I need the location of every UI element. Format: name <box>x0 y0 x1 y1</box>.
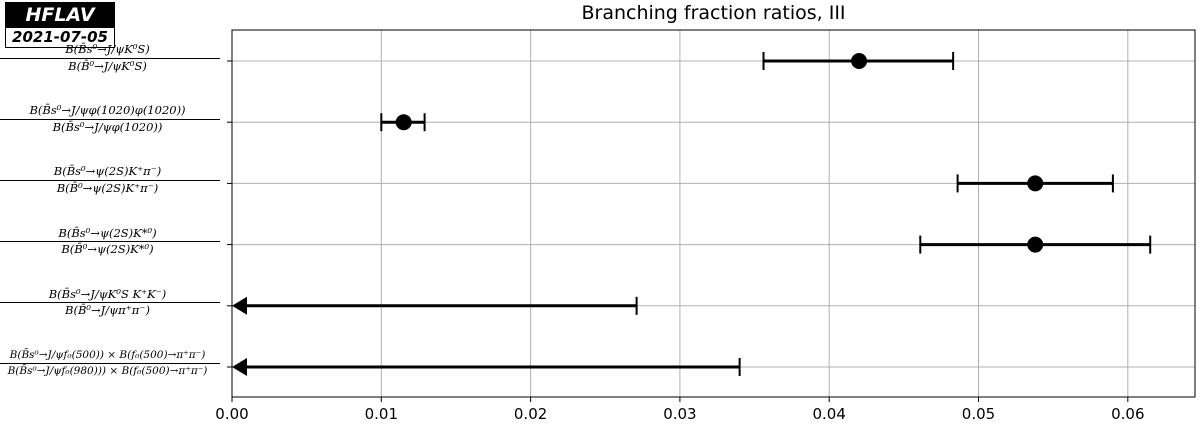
x-tick-label: 0.05 <box>962 405 995 423</box>
badge-name: HFLAV <box>5 2 115 28</box>
y-label-numerator: B(B̄s⁰→ψ(2S)K⁺π⁻) <box>53 164 162 179</box>
upper-limit-arrow <box>232 358 247 376</box>
y-tick-label: B(B̄s⁰→J/ψK⁰S K⁺K⁻) B(B̄⁰→J/ψπ⁺π⁻) <box>0 286 220 317</box>
x-tick-label: 0.01 <box>365 405 398 423</box>
y-label-denominator: B(B̄⁰→J/ψK⁰S) <box>0 57 220 73</box>
y-tick-label: B(B̄s⁰→J/ψf₀(500)) × B(f₀(500)→π⁺π⁻) B(B̄… <box>0 350 220 376</box>
data-point <box>1027 175 1044 192</box>
y-label-denominator: B(B̄⁰→ψ(2S)K*⁰) <box>0 241 220 256</box>
x-tick-label: 0.04 <box>813 405 846 423</box>
x-tick-label: 0.03 <box>663 405 696 423</box>
y-tick-label: B(B̄s⁰→ψ(2S)K*⁰) B(B̄⁰→ψ(2S)K*⁰) <box>0 225 220 256</box>
y-label-denominator: B(B̄⁰→J/ψπ⁺π⁻) <box>0 302 220 317</box>
y-label-denominator: B(B̄s⁰→J/ψφ(1020)) <box>0 118 220 134</box>
y-tick-label: B(B̄s⁰→J/ψφ(1020)φ(1020)) B(B̄s⁰→J/ψφ(102… <box>0 105 220 133</box>
badge-date: 2021-07-05 <box>5 28 115 48</box>
chart-title: Branching fraction ratios, III <box>581 2 846 24</box>
data-point <box>851 53 868 69</box>
y-label-denominator: B(B̄s⁰→J/ψf₀(980))) × B(f₀(500)→π⁺π⁻) <box>0 362 220 377</box>
data-point <box>395 114 412 131</box>
hflav-badge: HFLAV 2021-07-05 <box>5 2 115 48</box>
x-tick-label: 0.06 <box>1111 405 1144 423</box>
y-tick-label: B(B̄s⁰→J/ψK⁰S) B(B̄⁰→J/ψK⁰S) <box>0 42 220 73</box>
y-label-numerator: B(B̄s⁰→J/ψφ(1020)φ(1020)) <box>29 103 186 118</box>
y-tick-label: B(B̄s⁰→ψ(2S)K⁺π⁻) B(B̄⁰→ψ(2S)K⁺π⁻) <box>0 166 220 194</box>
y-label-numerator: B(B̄s⁰→J/ψK⁰S) <box>65 42 150 56</box>
y-label-numerator: B(B̄s⁰→J/ψK⁰S K⁺K⁻) <box>48 286 167 301</box>
x-tick-label: 0.02 <box>514 405 547 423</box>
plot-frame <box>231 29 1196 398</box>
upper-limit-arrow <box>232 296 247 315</box>
y-label-denominator: B(B̄⁰→ψ(2S)K⁺π⁻) <box>0 179 220 195</box>
data-point <box>1027 236 1044 253</box>
y-label-numerator: B(B̄s⁰→J/ψf₀(500)) × B(f₀(500)→π⁺π⁻) <box>9 349 206 361</box>
y-label-numerator: B(B̄s⁰→ψ(2S)K*⁰) <box>58 225 157 240</box>
x-tick-label: 0.00 <box>215 405 248 423</box>
